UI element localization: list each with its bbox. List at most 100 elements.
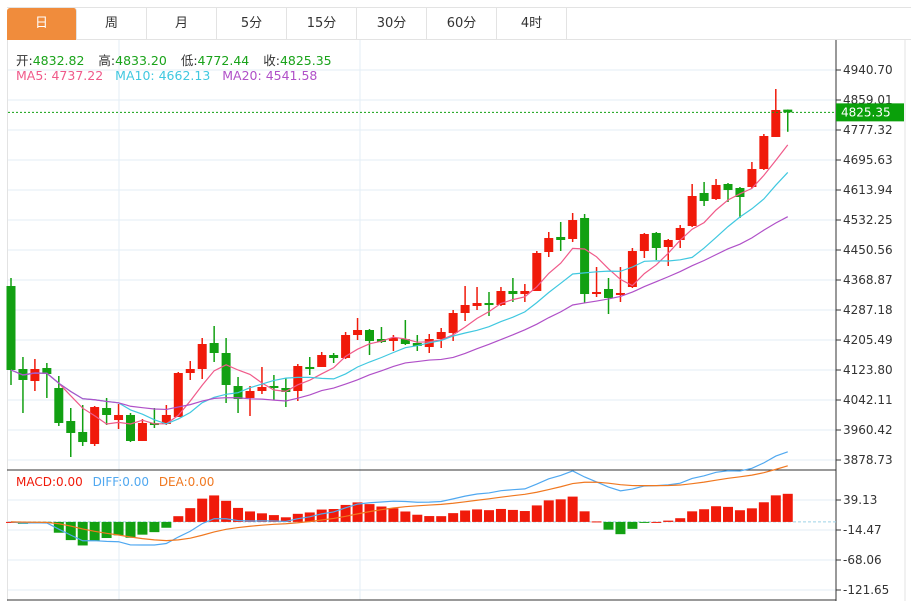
macd-bar bbox=[531, 505, 542, 522]
macd-bar bbox=[555, 499, 566, 522]
candle-up bbox=[245, 391, 255, 398]
high-value: 4833.20 bbox=[115, 53, 167, 68]
dea-line bbox=[10, 465, 788, 542]
macd-bar bbox=[675, 518, 686, 522]
tab-0[interactable]: 日 bbox=[7, 8, 77, 40]
price-tick-label: 4042.11 bbox=[843, 393, 893, 407]
macd-bar bbox=[412, 514, 423, 522]
candle-up bbox=[161, 414, 171, 424]
candle-up bbox=[317, 355, 327, 367]
price-tick-label: 4123.80 bbox=[843, 363, 893, 377]
tab-4[interactable]: 15分 bbox=[287, 8, 357, 40]
macd-bar bbox=[543, 500, 554, 522]
ma5-legend: MA5: 4737.22 bbox=[16, 68, 104, 83]
candle-up bbox=[639, 234, 649, 252]
candle-down bbox=[305, 366, 315, 369]
price-tick-label: 4450.56 bbox=[843, 243, 893, 257]
open-value: 4832.82 bbox=[32, 53, 85, 68]
macd-bar bbox=[615, 521, 626, 535]
candle-down bbox=[735, 187, 745, 197]
candle-down bbox=[54, 387, 64, 423]
candle-up bbox=[185, 369, 195, 374]
macd-bar bbox=[758, 502, 769, 522]
price-tick-label: 4613.94 bbox=[843, 183, 893, 197]
tab-7[interactable]: 4时 bbox=[497, 8, 567, 40]
macd-bar bbox=[699, 509, 710, 522]
tab-3[interactable]: 5分 bbox=[217, 8, 287, 40]
candle-down bbox=[66, 421, 76, 433]
diff-value: DIFF:0.00 bbox=[92, 475, 149, 489]
candle-up bbox=[759, 135, 769, 170]
macd-bar bbox=[268, 515, 279, 522]
candle-down bbox=[209, 343, 219, 353]
macd-bar bbox=[603, 521, 614, 530]
macd-bar bbox=[579, 511, 590, 522]
dea-value: DEA:0.00 bbox=[158, 475, 215, 489]
candle-up bbox=[257, 387, 267, 392]
macd-bar bbox=[125, 521, 136, 538]
macd-bar bbox=[388, 508, 399, 522]
open-label: 开: bbox=[16, 53, 33, 68]
macd-bar bbox=[723, 506, 733, 522]
price-tick-label: 4940.70 bbox=[843, 63, 893, 77]
macd-legend: MACD:0.00 DIFF:0.00 DEA:0.00 bbox=[16, 475, 222, 489]
macd-bar bbox=[448, 513, 459, 522]
high-label: 高: bbox=[98, 53, 116, 68]
macd-bar bbox=[340, 504, 351, 522]
candle-up bbox=[137, 422, 147, 441]
current-price-label: 4825.35 bbox=[841, 105, 891, 119]
period-tabs: 日周月 5分 15分 30分 60分 4时 bbox=[7, 7, 911, 40]
tab-1[interactable]: 周 bbox=[77, 8, 147, 40]
candle-up bbox=[711, 184, 721, 200]
candle-up bbox=[747, 169, 757, 188]
macd-tick-label: -68.06 bbox=[843, 553, 882, 567]
price-tick-label: 3878.73 bbox=[843, 453, 893, 467]
macd-tick-label: -121.65 bbox=[843, 583, 889, 597]
candle-up bbox=[496, 291, 506, 305]
candle-down bbox=[281, 387, 291, 392]
price-tick-label: 4368.87 bbox=[843, 273, 893, 287]
price-tick-label: 4287.18 bbox=[843, 303, 893, 317]
macd-bar bbox=[663, 520, 674, 522]
macd-bar bbox=[627, 521, 638, 529]
candle-up bbox=[627, 251, 637, 288]
macd-bar bbox=[651, 521, 662, 523]
macd-value: MACD:0.00 bbox=[16, 475, 83, 489]
candle-down bbox=[126, 414, 135, 441]
macd-bar bbox=[472, 509, 483, 522]
macd-bar bbox=[316, 509, 327, 522]
macd-bar bbox=[519, 511, 530, 522]
tab-6[interactable]: 60分 bbox=[427, 8, 497, 40]
candle-down bbox=[484, 303, 494, 306]
ma20-legend: MA20: 4541.58 bbox=[222, 68, 318, 83]
candle-up bbox=[615, 292, 625, 295]
candle-up bbox=[114, 414, 124, 421]
candle-down bbox=[723, 183, 733, 191]
macd-bar bbox=[280, 517, 291, 522]
close-label: 收: bbox=[263, 53, 280, 68]
price-tick-label: 4532.25 bbox=[843, 213, 893, 227]
candle-down bbox=[365, 330, 374, 341]
macd-bar bbox=[400, 511, 411, 522]
macd-tick-label: 39.13 bbox=[843, 493, 877, 507]
low-value: 4772.44 bbox=[197, 53, 250, 68]
ma-legend: MA5: 4737.22 MA10: 4662.13 MA20: 4541.58 bbox=[16, 68, 325, 83]
macd-bar bbox=[782, 493, 793, 522]
macd-bar bbox=[711, 506, 722, 522]
candle-down bbox=[699, 192, 709, 201]
candle-up bbox=[30, 369, 40, 382]
candle-down bbox=[651, 232, 661, 249]
macd-bar bbox=[364, 504, 375, 522]
candle-up bbox=[663, 239, 673, 248]
candle-down bbox=[269, 386, 279, 389]
tab-5[interactable]: 30分 bbox=[357, 8, 427, 40]
macd-bar bbox=[137, 521, 148, 535]
candle-up bbox=[353, 330, 363, 336]
ma10-legend: MA10: 4662.13 bbox=[115, 68, 211, 83]
candle-down bbox=[78, 431, 88, 443]
tab-2[interactable]: 月 bbox=[147, 8, 217, 40]
macd-bar bbox=[53, 521, 64, 533]
macd-bar bbox=[495, 508, 506, 522]
macd-bar bbox=[185, 508, 196, 522]
